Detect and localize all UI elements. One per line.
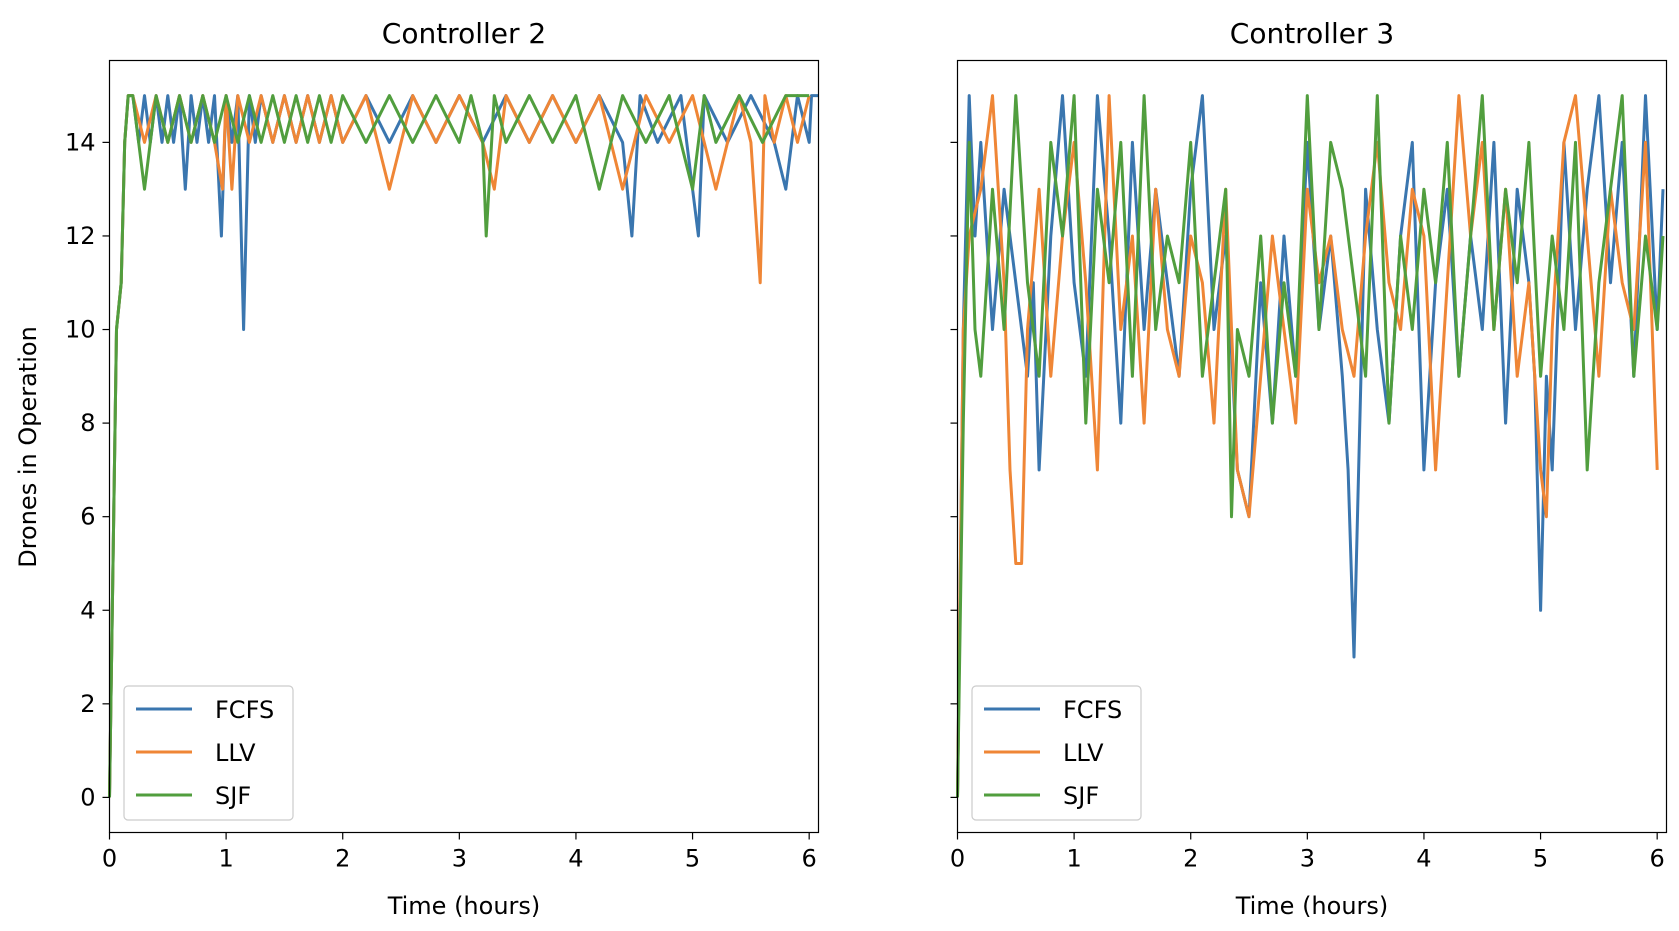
series-line-sjf xyxy=(956,94,1665,798)
x-tick-label: 3 xyxy=(452,845,467,873)
x-tick-label: 5 xyxy=(685,845,700,873)
x-tick-label: 0 xyxy=(950,845,965,873)
x-axis-ticks: 0 1 2 3 4 5 6 xyxy=(950,832,1665,873)
x-tick-label: 2 xyxy=(335,845,350,873)
x-tick-label: 1 xyxy=(1066,845,1081,873)
y-tick-label: 10 xyxy=(65,316,96,344)
legend: FCFS LLV SJF xyxy=(123,685,294,821)
legend-item-fcfs: FCFS xyxy=(984,696,1122,724)
y-tick-label: 6 xyxy=(80,503,95,531)
x-tick-label: 4 xyxy=(1416,845,1431,873)
y-tick-label: 0 xyxy=(80,783,95,811)
x-tick-label: 2 xyxy=(1183,845,1198,873)
y-tick-label: 14 xyxy=(65,128,96,156)
legend-label-sjf: SJF xyxy=(1063,782,1099,810)
legend-item-fcfs: FCFS xyxy=(136,696,274,724)
legend-box xyxy=(123,685,294,821)
x-tick-label: 4 xyxy=(568,845,583,873)
legend-item-sjf: SJF xyxy=(136,782,251,810)
legend-label-sjf: SJF xyxy=(215,782,251,810)
plot-lines xyxy=(956,94,1665,798)
x-axis-label: Time (hours) xyxy=(1235,892,1389,920)
legend-item-sjf: SJF xyxy=(984,782,1099,810)
legend-label-llv: LLV xyxy=(215,739,256,767)
x-tick-label: 6 xyxy=(802,845,817,873)
series-line-llv xyxy=(956,94,1659,798)
legend: FCFS LLV SJF xyxy=(971,685,1142,821)
legend-label-fcfs: FCFS xyxy=(1063,696,1122,724)
axes-frame xyxy=(108,59,820,834)
x-tick-label: 0 xyxy=(102,845,117,873)
x-tick-label: 5 xyxy=(1533,845,1548,873)
chart-title: Controller 2 xyxy=(382,17,546,50)
y-axis-label: Drones in Operation xyxy=(14,326,42,568)
chart-title: Controller 3 xyxy=(1230,17,1394,50)
x-tick-label: 1 xyxy=(218,845,233,873)
series-line-sjf xyxy=(108,94,810,798)
chart-panel-controller-3: 0 1 2 3 4 5 6 Controller 3 Time (hours) FCFS L… xyxy=(950,17,1668,920)
y-tick-label: 8 xyxy=(80,409,95,437)
legend-label-fcfs: FCFS xyxy=(215,696,274,724)
y-tick-label: 2 xyxy=(80,690,95,718)
x-axis-label: Time (hours) xyxy=(387,892,541,920)
x-tick-label: 6 xyxy=(1650,845,1665,873)
legend-item-llv: LLV xyxy=(984,739,1104,767)
y-tick-label: 12 xyxy=(65,222,96,250)
legend-label-llv: LLV xyxy=(1063,739,1104,767)
x-axis-ticks: 0 1 2 3 4 5 6 xyxy=(102,832,817,873)
legend-item-llv: LLV xyxy=(136,739,256,767)
plot-lines xyxy=(108,94,819,798)
x-tick-label: 3 xyxy=(1300,845,1315,873)
y-axis-ticks: 0 2 4 6 8 10 12 14 xyxy=(65,128,110,811)
axes-frame xyxy=(956,59,1668,834)
y-tick-label: 4 xyxy=(80,596,95,624)
legend-box xyxy=(971,685,1142,821)
y-axis-ticks xyxy=(950,141,958,799)
